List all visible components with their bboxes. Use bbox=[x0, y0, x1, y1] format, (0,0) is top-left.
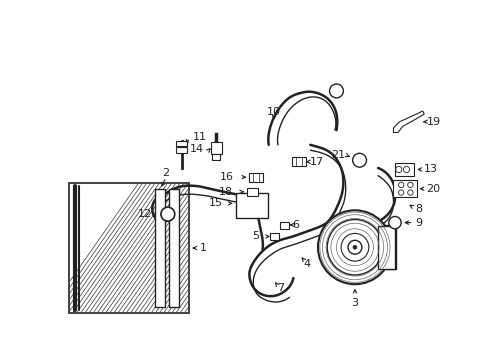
Bar bbox=[246, 188, 257, 195]
Text: 17: 17 bbox=[310, 157, 324, 167]
Bar bbox=[280, 222, 289, 229]
Text: 18: 18 bbox=[219, 187, 233, 197]
Circle shape bbox=[352, 153, 366, 167]
Circle shape bbox=[388, 216, 400, 229]
Bar bbox=[394, 163, 413, 176]
Circle shape bbox=[407, 190, 412, 195]
Text: 4: 4 bbox=[303, 259, 310, 269]
Bar bbox=[176, 147, 187, 153]
Circle shape bbox=[407, 182, 412, 188]
Circle shape bbox=[341, 233, 368, 261]
Text: 1: 1 bbox=[199, 243, 206, 253]
Circle shape bbox=[161, 207, 174, 221]
Bar bbox=[176, 141, 187, 147]
Text: 14: 14 bbox=[189, 144, 203, 154]
Circle shape bbox=[398, 182, 403, 188]
Bar bbox=[332, 225, 395, 269]
Text: 10: 10 bbox=[266, 108, 281, 117]
Bar bbox=[377, 226, 394, 269]
Bar bbox=[155, 189, 164, 306]
Text: 19: 19 bbox=[426, 117, 440, 127]
Text: 2: 2 bbox=[163, 167, 169, 177]
Bar bbox=[212, 154, 220, 160]
Text: 5: 5 bbox=[252, 231, 259, 242]
Text: 6: 6 bbox=[292, 220, 299, 230]
Text: 8: 8 bbox=[414, 204, 421, 214]
Text: 3: 3 bbox=[351, 298, 358, 308]
Bar bbox=[291, 157, 305, 166]
Bar bbox=[393, 180, 416, 197]
Circle shape bbox=[398, 190, 403, 195]
Bar bbox=[270, 233, 279, 240]
Text: 20: 20 bbox=[426, 184, 440, 194]
Circle shape bbox=[326, 220, 382, 275]
Polygon shape bbox=[393, 111, 424, 132]
Text: 13: 13 bbox=[424, 165, 437, 175]
Circle shape bbox=[395, 166, 401, 172]
Text: 15: 15 bbox=[208, 198, 222, 208]
Text: 21: 21 bbox=[331, 150, 345, 160]
Bar bbox=[235, 193, 267, 218]
Text: 16: 16 bbox=[220, 172, 234, 182]
Circle shape bbox=[403, 166, 409, 172]
Bar bbox=[210, 142, 221, 154]
Circle shape bbox=[317, 210, 391, 284]
Circle shape bbox=[347, 240, 361, 254]
Bar bbox=[168, 189, 179, 306]
Bar bbox=[249, 172, 263, 182]
Text: 11: 11 bbox=[192, 132, 206, 142]
Text: 12: 12 bbox=[138, 209, 152, 219]
Text: 9: 9 bbox=[414, 217, 421, 228]
Text: 7: 7 bbox=[276, 283, 283, 293]
Circle shape bbox=[329, 84, 343, 98]
Bar bbox=[68, 183, 188, 313]
Circle shape bbox=[352, 245, 356, 249]
